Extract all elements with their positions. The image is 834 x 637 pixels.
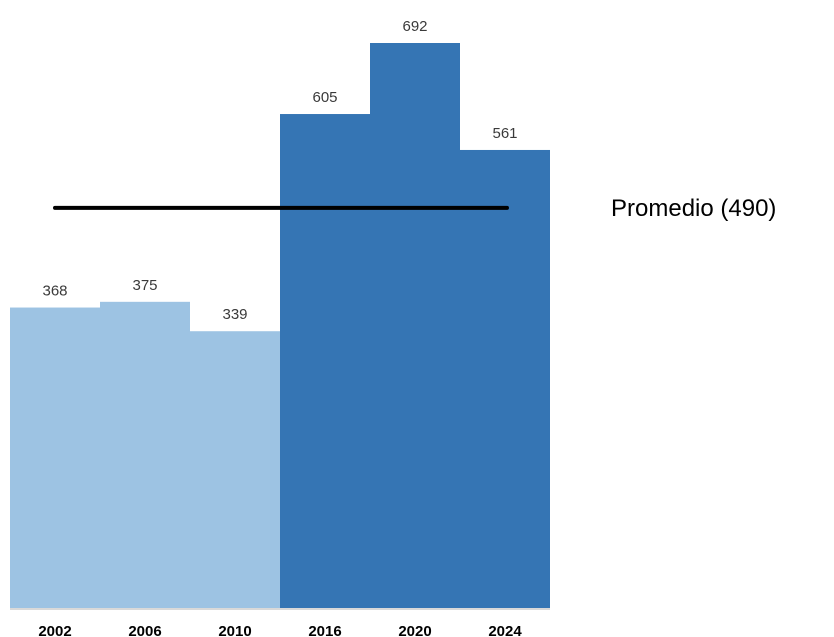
bar-2010 bbox=[190, 331, 280, 608]
value-label-2020: 692 bbox=[402, 18, 427, 35]
value-label-2006: 375 bbox=[132, 277, 157, 294]
value-label-2010: 339 bbox=[222, 306, 247, 323]
value-labels-group: 368 375 339 605 692 561 bbox=[42, 18, 517, 323]
bar-2006 bbox=[100, 301, 190, 608]
x-tick-label-2016: 2016 bbox=[308, 623, 341, 637]
value-label-2016: 605 bbox=[312, 89, 337, 106]
x-tick-label-2002: 2002 bbox=[38, 623, 71, 637]
x-tick-labels-group: 2002 2006 2010 2016 2020 2024 bbox=[38, 623, 522, 637]
x-tick-label-2024: 2024 bbox=[488, 623, 522, 637]
bar-2016 bbox=[280, 114, 370, 608]
x-tick-label-2020: 2020 bbox=[398, 623, 431, 637]
bar-2020 bbox=[370, 43, 460, 608]
x-tick-label-2010: 2010 bbox=[218, 623, 251, 637]
x-tick-label-2006: 2006 bbox=[128, 623, 161, 637]
bar-2002 bbox=[10, 307, 100, 608]
bar-2024 bbox=[460, 149, 550, 608]
bars-group bbox=[10, 43, 550, 608]
value-label-2024: 561 bbox=[492, 125, 517, 142]
average-label: Promedio (490) bbox=[611, 195, 776, 222]
value-label-2002: 368 bbox=[42, 283, 67, 300]
